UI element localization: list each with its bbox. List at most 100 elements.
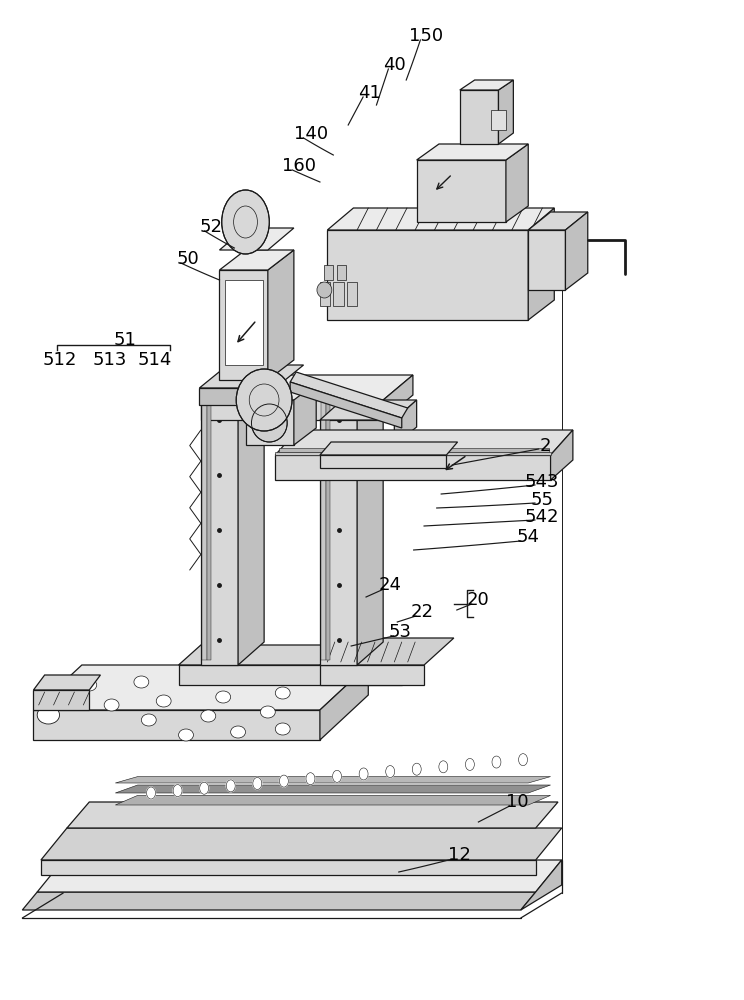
Ellipse shape [260, 706, 275, 718]
Polygon shape [33, 710, 320, 740]
Polygon shape [333, 282, 344, 306]
Polygon shape [115, 777, 551, 783]
Polygon shape [275, 455, 551, 480]
Text: 41: 41 [359, 84, 381, 102]
Circle shape [359, 768, 368, 780]
Circle shape [147, 787, 155, 799]
Polygon shape [528, 212, 588, 230]
Polygon shape [320, 400, 417, 420]
Ellipse shape [179, 729, 193, 741]
Polygon shape [290, 372, 408, 418]
Text: 512: 512 [42, 351, 77, 369]
Polygon shape [179, 665, 402, 685]
Polygon shape [320, 282, 330, 306]
Ellipse shape [134, 676, 149, 688]
Text: 160: 160 [282, 157, 316, 175]
Text: 54: 54 [517, 528, 539, 546]
Polygon shape [551, 430, 573, 480]
Polygon shape [238, 377, 264, 665]
Polygon shape [225, 280, 263, 365]
Circle shape [466, 758, 475, 770]
Polygon shape [383, 375, 413, 420]
Polygon shape [246, 400, 294, 445]
Circle shape [412, 763, 421, 775]
Polygon shape [33, 675, 100, 690]
Circle shape [439, 761, 448, 773]
Polygon shape [460, 90, 498, 144]
Polygon shape [115, 795, 551, 805]
Polygon shape [321, 402, 326, 660]
Ellipse shape [275, 723, 290, 735]
Polygon shape [199, 388, 275, 405]
Polygon shape [565, 212, 588, 290]
Ellipse shape [156, 695, 171, 707]
Polygon shape [320, 638, 454, 665]
Ellipse shape [141, 714, 156, 726]
Text: 55: 55 [530, 491, 553, 509]
Polygon shape [521, 860, 562, 910]
Ellipse shape [104, 699, 119, 711]
Text: 24: 24 [379, 576, 402, 594]
Polygon shape [394, 400, 417, 445]
Text: 513: 513 [93, 351, 127, 369]
Polygon shape [201, 375, 413, 400]
Polygon shape [268, 250, 294, 380]
Polygon shape [41, 828, 562, 860]
Polygon shape [22, 892, 536, 910]
Circle shape [253, 777, 262, 789]
Polygon shape [320, 400, 357, 665]
Polygon shape [337, 265, 346, 280]
Polygon shape [41, 860, 536, 875]
Polygon shape [201, 400, 383, 420]
Polygon shape [33, 665, 368, 710]
Polygon shape [324, 265, 333, 280]
Polygon shape [201, 377, 264, 400]
Ellipse shape [275, 687, 290, 699]
Ellipse shape [231, 726, 246, 738]
Polygon shape [528, 230, 565, 290]
Text: 53: 53 [389, 623, 411, 641]
Ellipse shape [238, 670, 253, 682]
Text: 140: 140 [294, 125, 328, 143]
Polygon shape [290, 382, 402, 428]
Polygon shape [320, 665, 368, 740]
Circle shape [333, 770, 341, 782]
Polygon shape [528, 208, 554, 320]
Polygon shape [327, 208, 554, 230]
Polygon shape [294, 383, 316, 445]
Polygon shape [279, 448, 549, 452]
Circle shape [226, 780, 235, 792]
Polygon shape [67, 802, 558, 828]
Text: 514: 514 [138, 351, 172, 369]
Polygon shape [320, 442, 458, 455]
Circle shape [199, 782, 208, 794]
Text: 10: 10 [506, 793, 528, 811]
Polygon shape [498, 80, 513, 144]
Text: 2: 2 [539, 437, 551, 455]
Text: 150: 150 [408, 27, 443, 45]
Ellipse shape [216, 691, 231, 703]
Ellipse shape [186, 673, 201, 685]
Polygon shape [37, 860, 562, 892]
Polygon shape [201, 400, 238, 665]
Text: 51: 51 [114, 331, 136, 349]
Polygon shape [460, 80, 513, 90]
Polygon shape [320, 665, 424, 685]
Polygon shape [417, 144, 528, 160]
Circle shape [222, 190, 269, 254]
Text: 12: 12 [449, 846, 471, 864]
Circle shape [519, 754, 527, 766]
Polygon shape [219, 270, 268, 380]
Polygon shape [417, 160, 506, 222]
Polygon shape [320, 377, 383, 400]
Ellipse shape [201, 710, 216, 722]
Polygon shape [275, 430, 573, 455]
Polygon shape [199, 365, 304, 388]
Circle shape [306, 773, 315, 785]
Polygon shape [327, 230, 528, 320]
Text: 543: 543 [525, 473, 559, 491]
Polygon shape [347, 282, 357, 306]
Text: 40: 40 [383, 56, 405, 74]
Ellipse shape [236, 369, 292, 431]
Text: 52: 52 [200, 218, 222, 236]
